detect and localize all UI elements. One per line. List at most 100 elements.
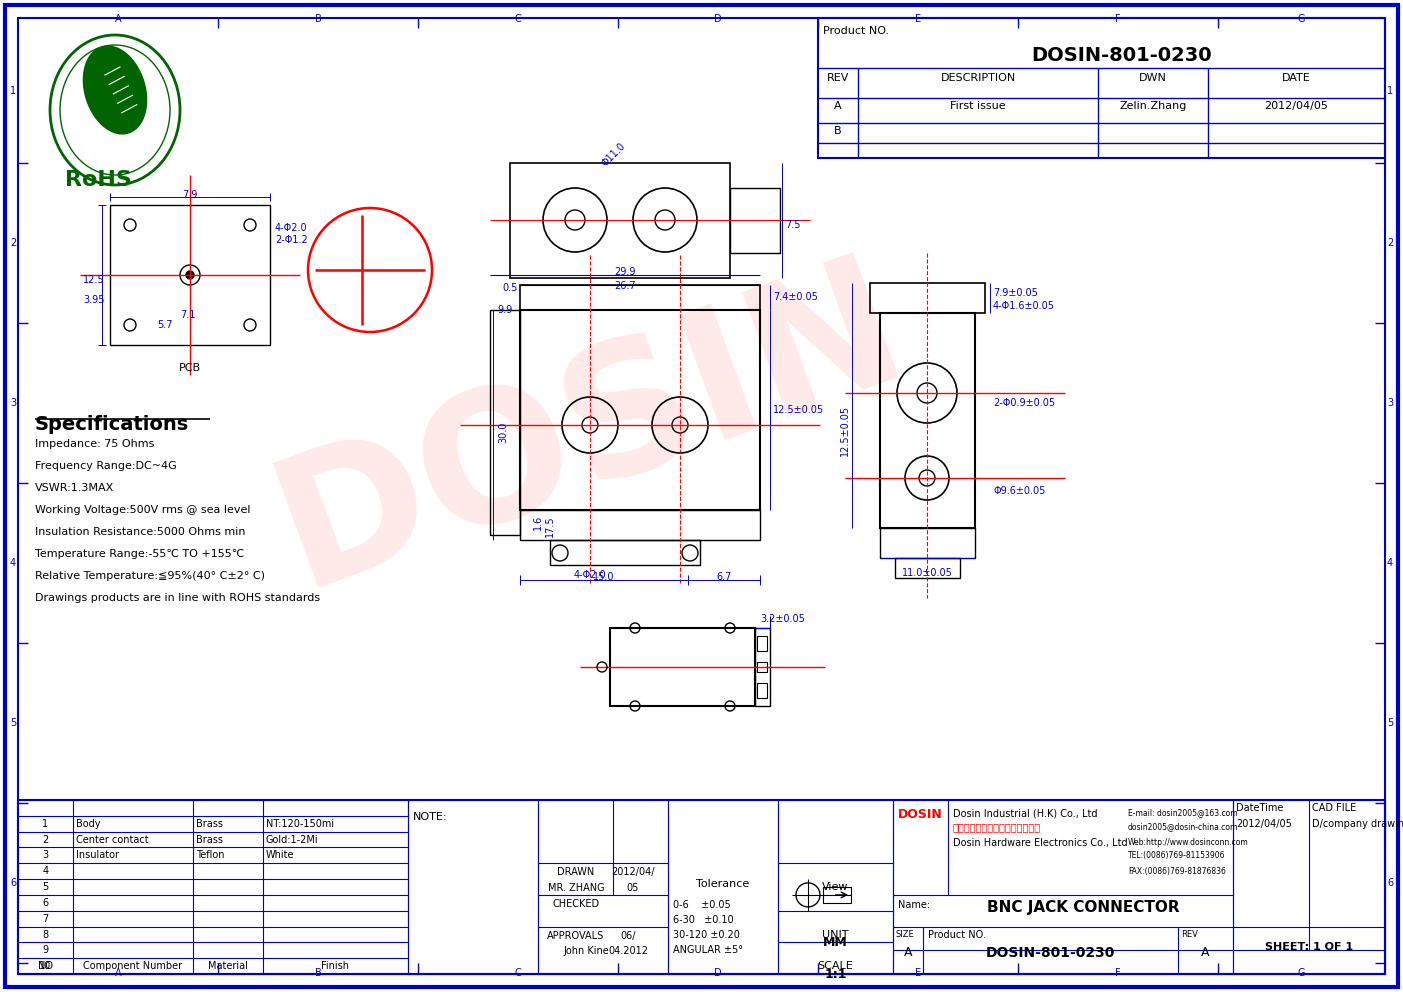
Text: DateTime: DateTime <box>1236 803 1284 813</box>
Text: 2: 2 <box>1388 238 1393 248</box>
Bar <box>511 163 730 278</box>
Text: DOSIN: DOSIN <box>254 236 926 624</box>
Text: 12.5±0.05: 12.5±0.05 <box>773 405 824 415</box>
Text: 7.9±0.05: 7.9±0.05 <box>993 288 1038 298</box>
Text: Gold:1-2Mi: Gold:1-2Mi <box>267 834 318 844</box>
Text: NO: NO <box>38 961 53 971</box>
Bar <box>668 800 779 974</box>
Text: 4: 4 <box>42 866 49 876</box>
Text: View: View <box>822 882 849 892</box>
Text: Insulator: Insulator <box>76 850 119 860</box>
Bar <box>521 510 760 540</box>
Text: CHECKED: CHECKED <box>553 899 599 909</box>
Text: F: F <box>1115 968 1121 978</box>
Ellipse shape <box>51 35 180 185</box>
Text: 2012/04/: 2012/04/ <box>612 867 655 877</box>
Text: 30.0: 30.0 <box>498 422 508 443</box>
Text: MM: MM <box>824 936 847 949</box>
Text: C: C <box>515 968 522 978</box>
Text: Center contact: Center contact <box>76 834 149 844</box>
Text: Working Voltage:500V rms @ sea level: Working Voltage:500V rms @ sea level <box>35 505 251 515</box>
Text: 10: 10 <box>39 961 52 971</box>
Text: CAD FILE: CAD FILE <box>1312 803 1357 813</box>
Text: DOSIN-801-0230: DOSIN-801-0230 <box>1031 46 1212 65</box>
Bar <box>521 310 760 510</box>
Text: 2012/04/05: 2012/04/05 <box>1264 101 1329 111</box>
Text: Material: Material <box>208 961 248 971</box>
Text: Impedance: 75 Ohms: Impedance: 75 Ohms <box>35 439 154 449</box>
Text: 1:1: 1:1 <box>824 967 847 981</box>
Text: D: D <box>714 968 721 978</box>
Text: 0.5: 0.5 <box>502 283 518 293</box>
Text: 1: 1 <box>42 818 49 829</box>
Text: White: White <box>267 850 295 860</box>
Text: F: F <box>1115 14 1121 24</box>
Text: dosin2005@dosin-china.com: dosin2005@dosin-china.com <box>1128 821 1239 831</box>
Bar <box>18 800 1385 974</box>
Text: Finish: Finish <box>321 961 349 971</box>
Text: 7.9: 7.9 <box>182 190 198 200</box>
Text: MR. ZHANG: MR. ZHANG <box>547 883 605 893</box>
Text: 15.0: 15.0 <box>593 572 615 582</box>
Text: NT:120-150mi: NT:120-150mi <box>267 818 334 829</box>
Text: A: A <box>115 14 121 24</box>
Text: BNC JACK CONNECTOR: BNC JACK CONNECTOR <box>986 900 1180 915</box>
Text: Component Number: Component Number <box>83 961 182 971</box>
Text: 17.5: 17.5 <box>544 515 556 537</box>
Text: Drawings products are in line with ROHS standards: Drawings products are in line with ROHS … <box>35 593 320 603</box>
Text: 26.7: 26.7 <box>615 281 636 291</box>
Bar <box>610 628 755 706</box>
Text: DOSIN-801-0230: DOSIN-801-0230 <box>986 945 1115 959</box>
Bar <box>758 662 767 672</box>
Text: G: G <box>1298 968 1305 978</box>
Text: 2012/04/05: 2012/04/05 <box>1236 818 1292 829</box>
Bar <box>870 283 985 313</box>
Text: 3: 3 <box>10 398 15 408</box>
Text: A: A <box>835 101 842 111</box>
Text: 6-30   ±0.10: 6-30 ±0.10 <box>673 915 734 925</box>
Text: VSWR:1.3MAX: VSWR:1.3MAX <box>35 483 114 493</box>
Text: 12.5: 12.5 <box>83 275 105 285</box>
Text: Body: Body <box>76 818 101 829</box>
Text: APPROVALS: APPROVALS <box>547 930 605 940</box>
Text: DRAWN: DRAWN <box>557 867 595 877</box>
Text: Tolerance: Tolerance <box>696 879 749 889</box>
Bar <box>408 800 537 974</box>
Circle shape <box>187 271 194 279</box>
Text: DESCRIPTION: DESCRIPTION <box>940 73 1016 83</box>
Text: DATE: DATE <box>1282 73 1310 83</box>
Text: 5: 5 <box>10 718 15 728</box>
Text: 05: 05 <box>627 883 640 893</box>
Text: 4-Φ1.6±0.05: 4-Φ1.6±0.05 <box>993 301 1055 311</box>
Text: RoHS: RoHS <box>65 170 132 190</box>
Text: Product NO.: Product NO. <box>824 26 890 36</box>
Text: SHEET: 1 OF 1: SHEET: 1 OF 1 <box>1266 942 1352 952</box>
Text: SIZE: SIZE <box>897 930 915 938</box>
Bar <box>730 188 780 253</box>
Text: UNIT: UNIT <box>822 930 849 939</box>
Text: 7: 7 <box>42 914 49 924</box>
Text: 5.7: 5.7 <box>157 320 173 330</box>
Text: 6: 6 <box>10 878 15 888</box>
Text: Temperature Range:-55℃ TO +155℃: Temperature Range:-55℃ TO +155℃ <box>35 549 244 559</box>
Text: G: G <box>1298 14 1305 24</box>
Text: Dosin Industrial (H.K) Co., Ltd: Dosin Industrial (H.K) Co., Ltd <box>953 808 1097 818</box>
Text: DWN: DWN <box>1139 73 1167 83</box>
Bar <box>779 800 892 974</box>
Bar <box>1233 800 1385 974</box>
Bar <box>824 887 852 903</box>
Text: A: A <box>904 945 912 958</box>
Bar <box>880 313 975 528</box>
Text: 2: 2 <box>10 238 15 248</box>
Text: 7.4±0.05: 7.4±0.05 <box>773 292 818 302</box>
Text: 30-120 ±0.20: 30-120 ±0.20 <box>673 930 739 940</box>
Text: 6: 6 <box>42 898 49 908</box>
Text: B: B <box>835 126 842 136</box>
Polygon shape <box>83 46 146 134</box>
Text: D: D <box>714 14 721 24</box>
Text: 0-6    ±0.05: 0-6 ±0.05 <box>673 900 731 910</box>
Text: TEL:(0086)769-81153906: TEL:(0086)769-81153906 <box>1128 851 1225 860</box>
Text: 29.9: 29.9 <box>615 267 636 277</box>
Text: Zelin.Zhang: Zelin.Zhang <box>1120 101 1187 111</box>
Text: Brass: Brass <box>196 818 223 829</box>
